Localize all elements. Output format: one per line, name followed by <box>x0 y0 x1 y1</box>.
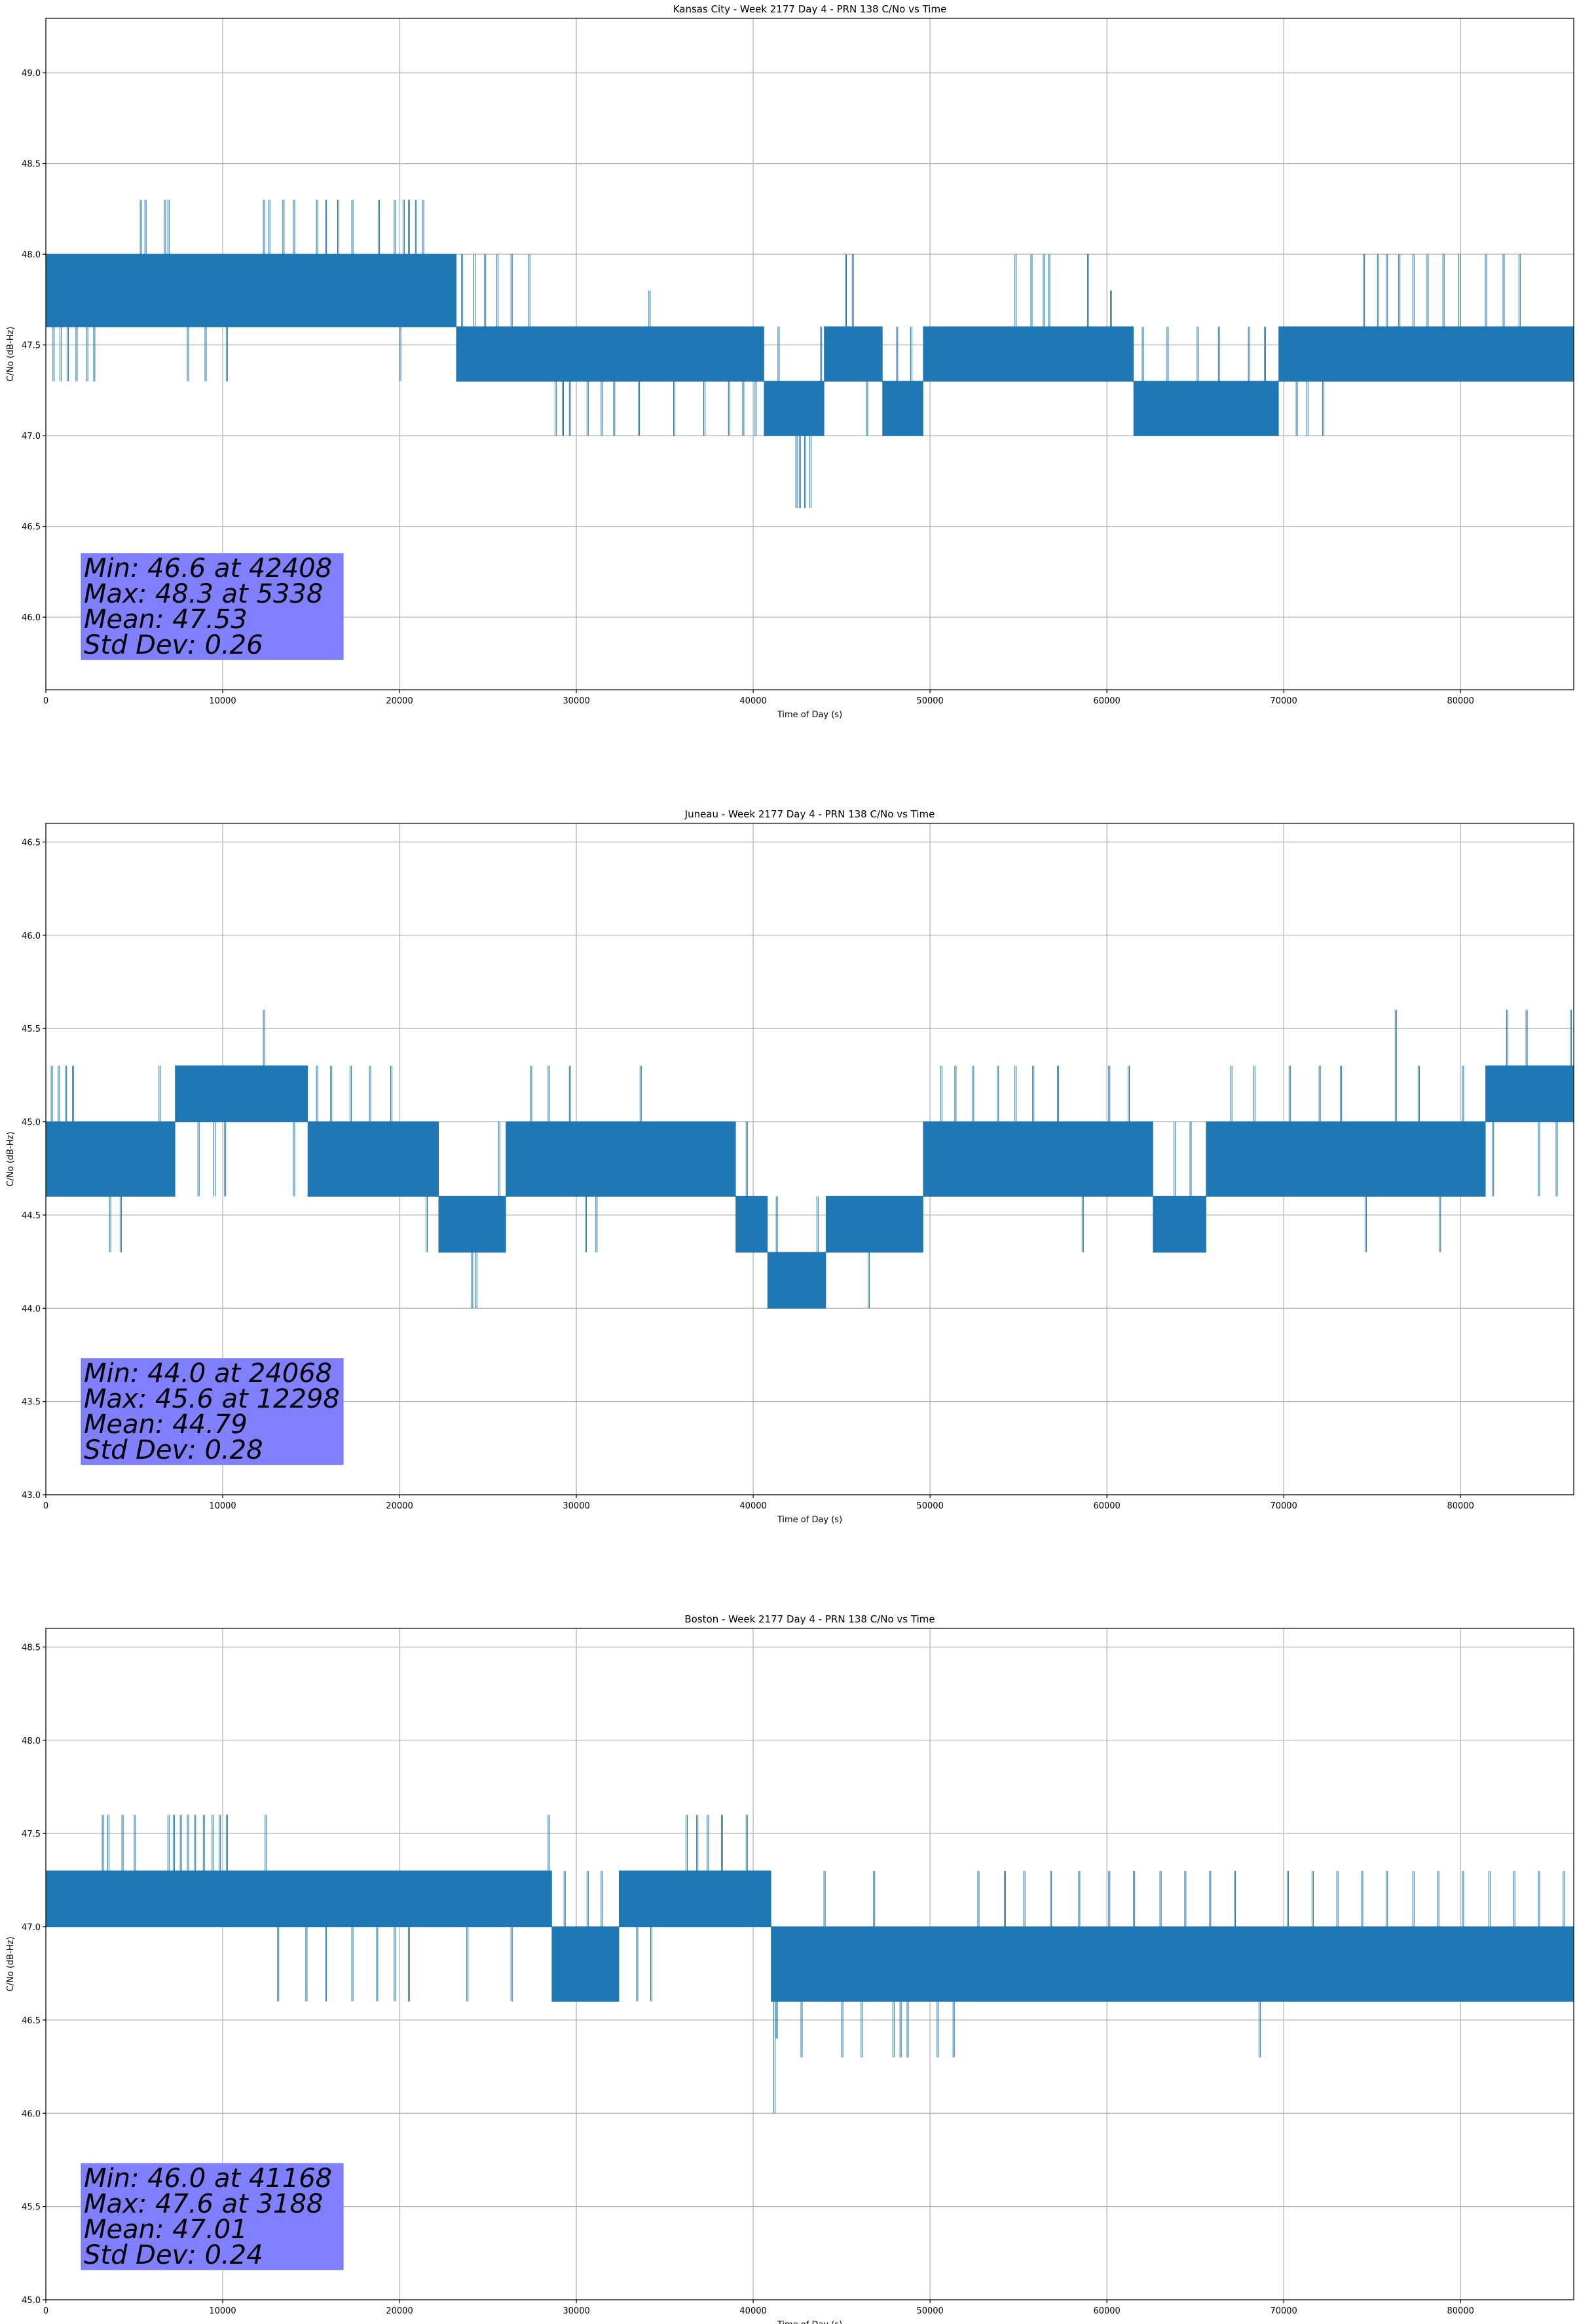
cno-series-line <box>46 1814 1574 2114</box>
y-tick-label: 47.5 <box>22 341 41 351</box>
y-tick-label: 48.5 <box>22 1643 41 1653</box>
x-tick-label: 80000 <box>1447 696 1474 706</box>
stats-line: Max: 48.3 at 5338 <box>84 579 323 609</box>
y-tick-label: 45.0 <box>22 1118 41 1128</box>
x-axis-label: Time of Day (s) <box>777 1515 842 1525</box>
stats-box <box>81 1358 344 1465</box>
x-tick-label: 60000 <box>1093 696 1120 706</box>
y-tick-label: 45.5 <box>22 1024 41 1034</box>
cno-series-line <box>46 200 1574 508</box>
stats-line: Std Dev: 0.24 <box>84 2240 263 2270</box>
y-axis-label: C/No (dB-Hz) <box>6 1132 16 1187</box>
chart-title: Boston - Week 2177 Day 4 - PRN 138 C/No … <box>684 1613 935 1625</box>
x-tick-label: 60000 <box>1093 2306 1120 2316</box>
y-tick-label: 46.5 <box>22 838 41 848</box>
y-tick-label: 47.0 <box>22 1923 41 1933</box>
x-tick-label: 40000 <box>739 2306 766 2316</box>
stats-line: Mean: 44.79 <box>84 1410 248 1440</box>
x-tick-label: 80000 <box>1447 2306 1474 2316</box>
x-tick-label: 10000 <box>209 2306 236 2316</box>
stats-box <box>81 553 344 660</box>
chart-panel-1: 0 10000 20000 30000 40000 50000 60000 70000 8000… <box>6 3 1574 720</box>
x-tick-label: 50000 <box>916 2306 943 2316</box>
x-tick-label: 70000 <box>1270 2306 1297 2316</box>
axes-frame <box>45 823 1574 1495</box>
y-tick-label: 47.0 <box>22 432 41 441</box>
y-tick-label: 48.0 <box>22 250 41 260</box>
x-tick-label: 10000 <box>209 696 236 706</box>
x-tick-label: 40000 <box>739 1501 766 1511</box>
x-tick-label: 80000 <box>1447 1501 1474 1511</box>
y-tick-label: 43.5 <box>22 1398 41 1408</box>
x-tick-label: 20000 <box>386 1501 413 1511</box>
stats-line: Min: 46.0 at 41168 <box>84 2164 332 2194</box>
y-tick-label: 48.5 <box>22 160 41 170</box>
x-axis-label: Time of Day (s) <box>777 2320 842 2324</box>
y-tick-label: 47.5 <box>22 1829 41 1839</box>
y-tick-label: 46.5 <box>22 2016 41 2026</box>
y-tick-label: 46.0 <box>22 2109 41 2119</box>
y-tick-label: 46.0 <box>22 613 41 623</box>
x-tick-label: 50000 <box>916 696 943 706</box>
y-axis-label: C/No (dB-Hz) <box>6 1937 16 1992</box>
stats-line: Std Dev: 0.28 <box>84 1435 263 1465</box>
x-tick-label: 60000 <box>1093 1501 1120 1511</box>
x-tick-label: 40000 <box>739 696 766 706</box>
x-tick-label: 70000 <box>1270 1501 1297 1511</box>
x-tick-label: 10000 <box>209 1501 236 1511</box>
chart-title: Kansas City - Week 2177 Day 4 - PRN 138 … <box>673 3 947 15</box>
x-tick-label: 0 <box>43 1501 48 1511</box>
y-tick-label: 44.5 <box>22 1211 41 1221</box>
x-tick-label: 50000 <box>916 1501 943 1511</box>
chart-panel-2: 0 10000 20000 30000 40000 50000 60000 70000 8000… <box>6 808 1574 1525</box>
axes-frame <box>45 1628 1574 2300</box>
x-tick-label: 70000 <box>1270 696 1297 706</box>
y-tick-label: 45.5 <box>22 2203 41 2213</box>
y-tick-label: 48.0 <box>22 1736 41 1746</box>
chart-title: Juneau - Week 2177 Day 4 - PRN 138 C/No … <box>684 808 935 820</box>
stats-line: Min: 46.6 at 42408 <box>84 553 332 584</box>
stats-line: Min: 44.0 at 24068 <box>84 1359 332 1389</box>
x-tick-label: 0 <box>43 696 48 706</box>
x-tick-label: 30000 <box>563 696 589 706</box>
x-tick-label: 0 <box>43 2306 48 2316</box>
stats-line: Std Dev: 0.26 <box>84 630 263 660</box>
stats-line: Mean: 47.53 <box>84 605 248 635</box>
stats-line: Max: 45.6 at 12298 <box>84 1384 340 1414</box>
y-tick-label: 46.5 <box>22 523 41 533</box>
y-tick-label: 44.0 <box>22 1304 41 1314</box>
cno-series-line <box>46 1009 1574 1309</box>
stats-line: Max: 47.6 at 3188 <box>84 2189 323 2219</box>
y-tick-label: 43.0 <box>22 1491 41 1501</box>
y-axis-label: C/No (dB-Hz) <box>6 327 16 382</box>
x-tick-label: 30000 <box>563 2306 589 2316</box>
y-tick-label: 45.0 <box>22 2296 41 2306</box>
x-axis-label: Time of Day (s) <box>777 710 842 720</box>
chart-panel-3: 0 10000 20000 30000 40000 50000 60000 70000 8000… <box>6 1613 1574 2324</box>
stats-box <box>81 2163 344 2270</box>
stats-line: Mean: 47.01 <box>84 2215 248 2245</box>
y-tick-label: 49.0 <box>22 69 41 79</box>
x-tick-label: 20000 <box>386 696 413 706</box>
y-tick-label: 46.0 <box>22 931 41 941</box>
axes-frame <box>45 18 1574 690</box>
x-tick-label: 20000 <box>386 2306 413 2316</box>
x-tick-label: 30000 <box>563 1501 589 1511</box>
